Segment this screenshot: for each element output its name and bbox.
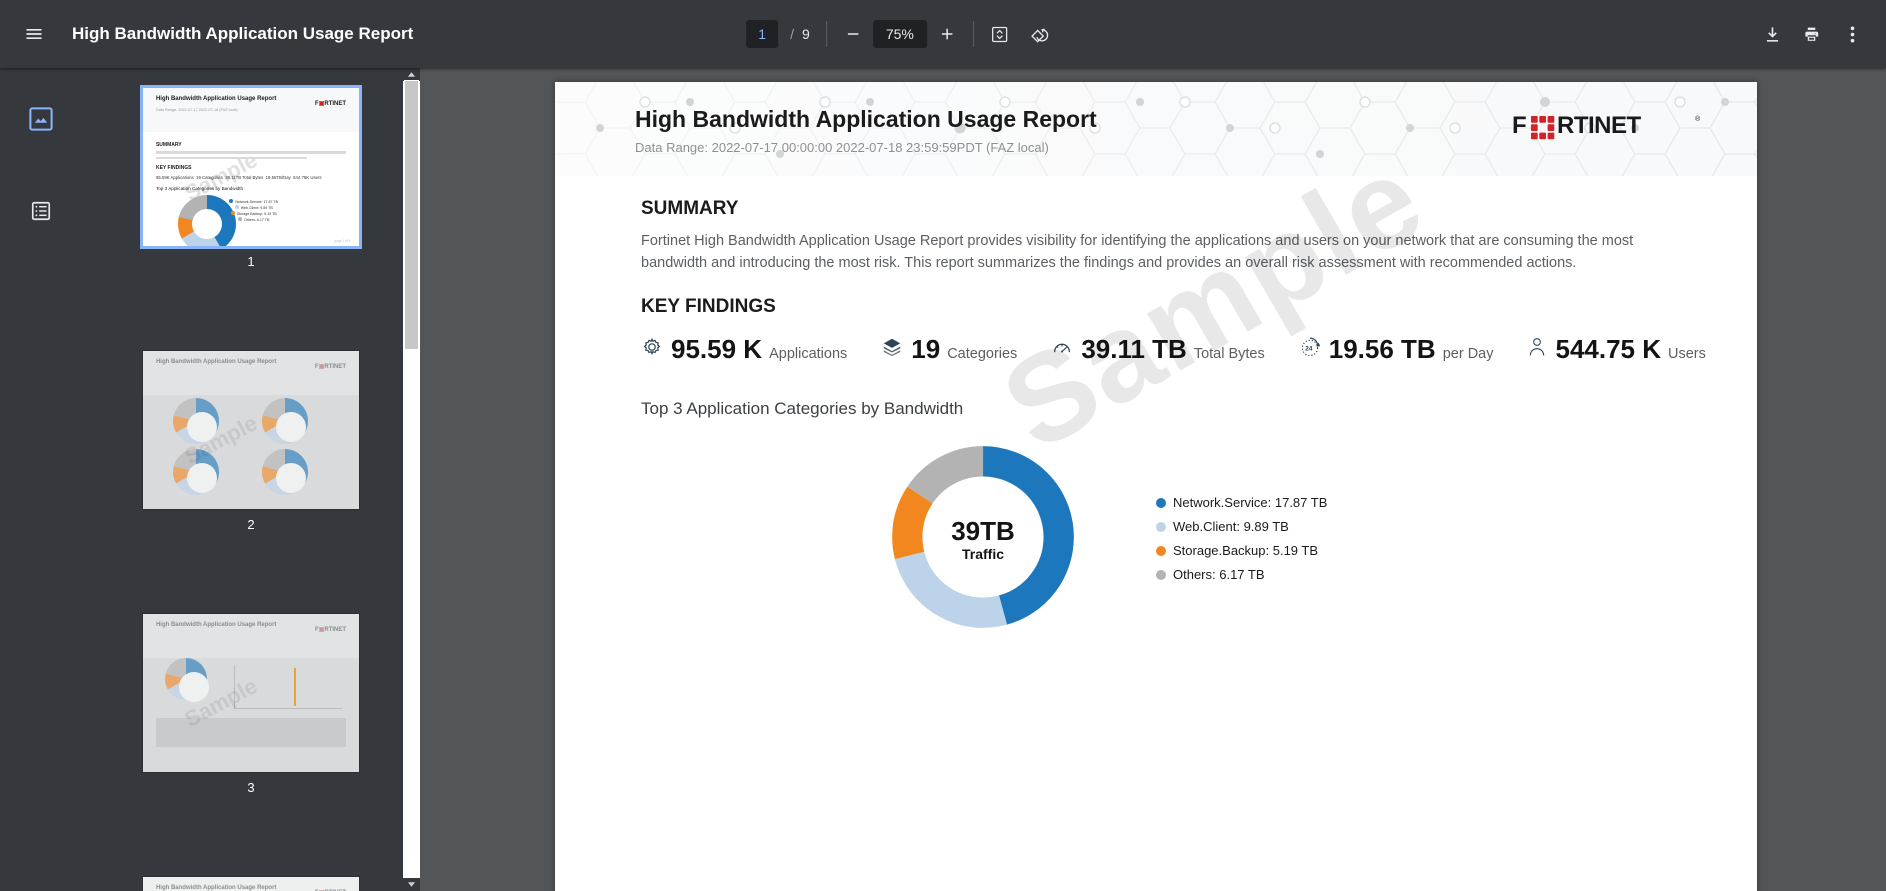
svg-text:®: ® bbox=[1695, 115, 1701, 123]
svg-text:F: F bbox=[1512, 112, 1526, 139]
svg-text:24: 24 bbox=[1305, 346, 1313, 353]
svg-text:RTINET: RTINET bbox=[1557, 112, 1642, 139]
